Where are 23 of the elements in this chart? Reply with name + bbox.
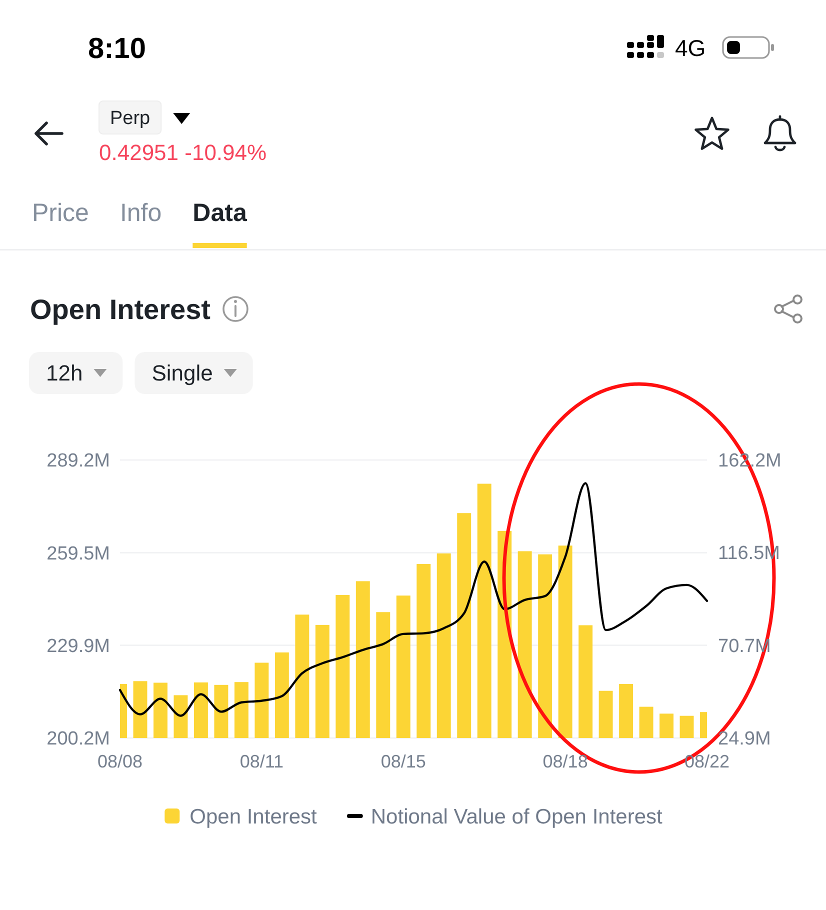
text: 8:10 — [88, 33, 146, 65]
dropdown-button: Single — [134, 352, 253, 394]
line-series — [118, 482, 708, 717]
x-tick-label: 08/11 — [240, 751, 284, 772]
text: Price — [32, 199, 89, 227]
chart-title: Open Interest — [30, 294, 210, 325]
badge: Perp — [98, 100, 162, 134]
legend-label: Notional Value of Open Interest — [370, 805, 663, 828]
y-tick-label: 229.9M — [46, 636, 110, 657]
x-tick-label: 08/18 — [542, 751, 588, 772]
y-tick-label: 289.2M — [46, 450, 110, 472]
y-tick-label: 259.5M — [46, 543, 110, 564]
x-tick-label: 08/15 — [380, 751, 426, 772]
x-tick-label: 08/22 — [684, 751, 730, 772]
x-tick-label: 08/08 — [97, 751, 143, 772]
text: Data — [192, 199, 248, 227]
text: 4G — [675, 35, 706, 61]
y2-tick-label: 24.9M — [718, 728, 771, 750]
text: Info — [120, 199, 162, 227]
legend-label: Open Interest — [190, 805, 318, 828]
text: 0.42951 -10.94% — [99, 140, 267, 165]
dropdown-button: 12h — [29, 352, 123, 394]
y-tick-label: 200.2M — [46, 728, 110, 750]
